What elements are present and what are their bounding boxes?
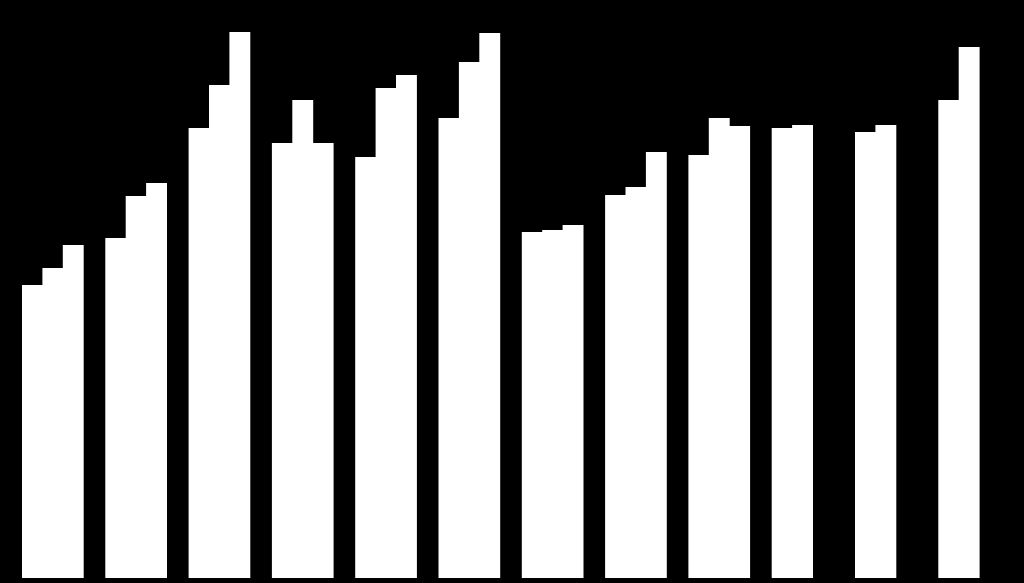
bar (125, 196, 147, 578)
bar (438, 118, 460, 578)
bar (62, 245, 84, 578)
bar (562, 225, 584, 578)
bar (645, 152, 667, 578)
bar (312, 143, 334, 578)
bar (938, 100, 960, 578)
bar (625, 187, 647, 578)
bar (708, 118, 730, 578)
bar (292, 100, 314, 578)
bar (229, 32, 251, 578)
bar (105, 238, 127, 578)
bar (375, 88, 397, 578)
bar (209, 85, 230, 578)
bar (875, 125, 897, 578)
bar (729, 126, 751, 578)
bar (458, 62, 480, 578)
bar (22, 285, 43, 578)
bar (688, 155, 710, 578)
bar (771, 128, 793, 578)
bar (855, 132, 876, 578)
bar (271, 143, 293, 578)
bar (605, 195, 626, 578)
bar (521, 232, 543, 578)
bar (479, 33, 501, 578)
bar (958, 47, 980, 578)
bar (355, 157, 377, 578)
bar (542, 230, 564, 578)
bar (396, 75, 417, 578)
bar (42, 268, 64, 578)
bar (188, 128, 210, 578)
bar (146, 183, 167, 578)
bar (792, 125, 813, 578)
